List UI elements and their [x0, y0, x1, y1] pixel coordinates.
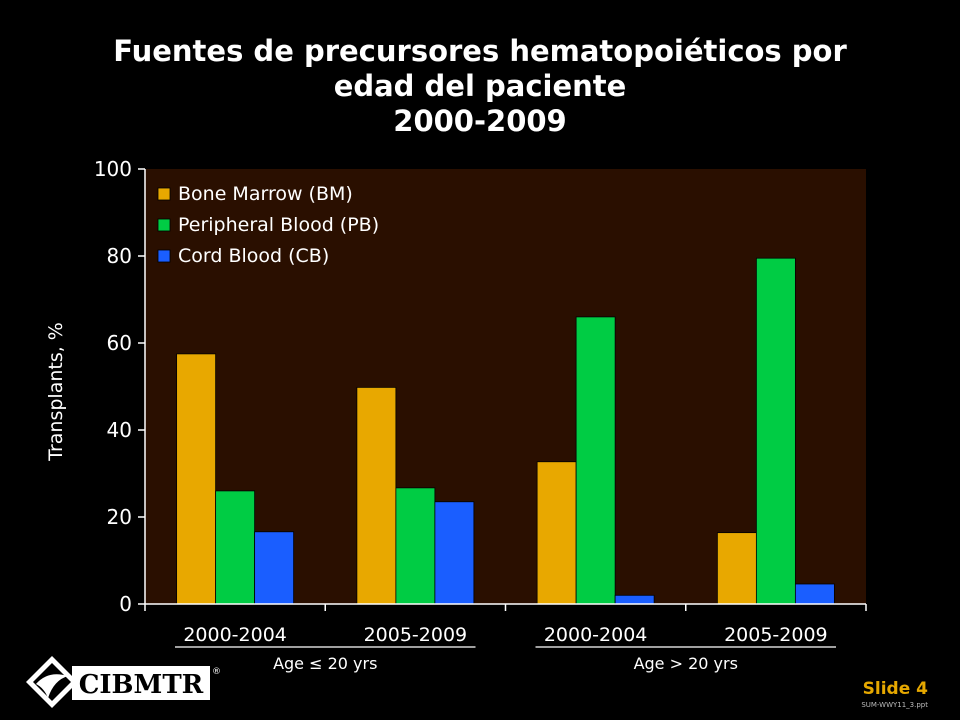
- y-tick-label: 80: [107, 244, 132, 268]
- bar: [356, 386, 397, 605]
- bar: [254, 531, 295, 605]
- x-tick-label: 2000-2004: [183, 624, 287, 646]
- group-label: Age > 20 yrs: [634, 654, 738, 673]
- cibmtr-logo-box: [72, 666, 210, 700]
- registered-mark: ®: [212, 667, 221, 677]
- title-line-3: 2000-2009: [393, 104, 567, 138]
- cibmtr-logo: CIBMTR ®: [26, 656, 221, 708]
- legend-label: Peripheral Blood (PB): [178, 214, 379, 236]
- bar: [794, 583, 835, 605]
- bar: [395, 487, 436, 605]
- x-tick-label: 2005-2009: [364, 624, 468, 646]
- group-label: Age ≤ 20 yrs: [273, 654, 377, 673]
- slide-code: SUM-WWY11_3.ppt: [861, 701, 928, 709]
- legend-swatch: [157, 187, 171, 201]
- cibmtr-logo-diamond-icon: [26, 656, 78, 708]
- legend-label: Bone Marrow (BM): [178, 183, 353, 205]
- cibmtr-logo-text: CIBMTR: [79, 670, 204, 700]
- slide-number: Slide 4: [862, 679, 928, 699]
- y-tick-label: 0: [119, 592, 132, 616]
- bar: [716, 532, 757, 605]
- legend-swatch: [157, 249, 171, 263]
- bar: [755, 257, 796, 605]
- legend-swatch: [157, 218, 171, 232]
- y-tick-label: 20: [107, 505, 132, 529]
- legend-label: Cord Blood (CB): [178, 245, 329, 267]
- title-line-1: Fuentes de precursores hematopoiéticos p…: [113, 34, 847, 68]
- y-tick-label: 60: [107, 331, 132, 355]
- x-tick-label: 2005-2009: [724, 624, 828, 646]
- y-axis-label: Transplants, %: [45, 322, 67, 462]
- bar: [215, 490, 256, 605]
- slide-title: Fuentes de precursores hematopoiéticos p…: [0, 34, 960, 139]
- y-tick-label: 100: [94, 157, 132, 181]
- bar: [536, 461, 577, 605]
- bar: [434, 501, 475, 605]
- bar: [176, 353, 217, 605]
- y-tick-label: 40: [107, 418, 132, 442]
- title-line-2: edad del paciente: [333, 69, 627, 103]
- bar: [575, 316, 616, 605]
- bar: [614, 594, 655, 605]
- x-tick-label: 2000-2004: [544, 624, 648, 646]
